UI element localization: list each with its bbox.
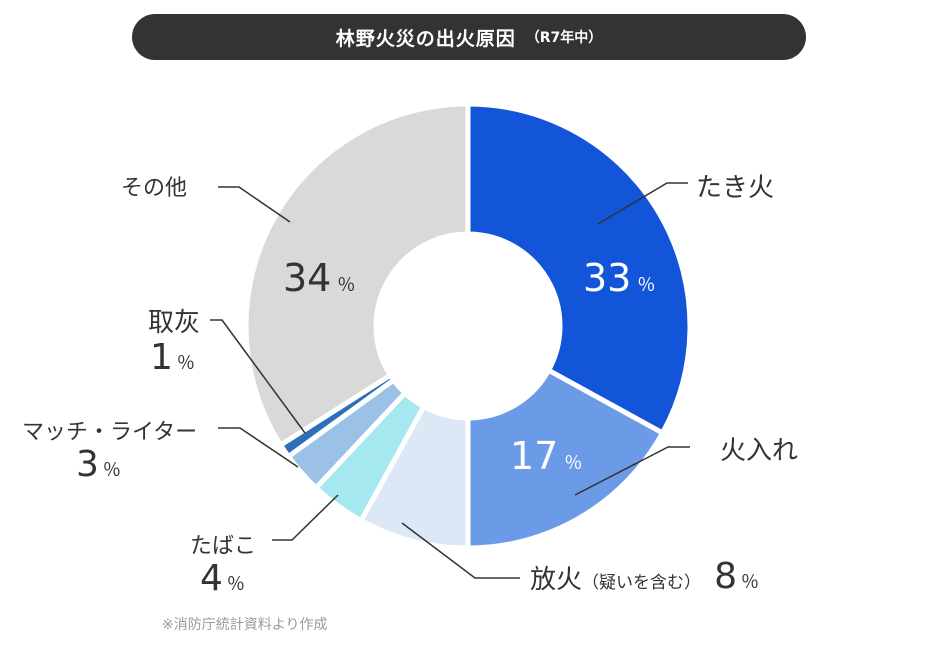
- tabako-unit: ％: [226, 574, 245, 595]
- chart-subtitle: （R7年中）: [525, 30, 603, 46]
- pie-slice-1: [465, 367, 666, 551]
- takibi-name: たき火: [696, 173, 775, 203]
- leader-line-sonota: [218, 186, 291, 223]
- leader-line-hiire: [574, 446, 690, 496]
- takibi-value: 33: [583, 256, 632, 300]
- match-unit: ％: [102, 460, 121, 481]
- pie-slice-0: [465, 101, 693, 436]
- leader-line-haii: [210, 319, 306, 434]
- title-bar: 林野火災の出火原因 （R7年中）: [132, 14, 806, 60]
- leader-line-houka: [401, 522, 520, 579]
- hiire-name: 火入れ: [720, 436, 799, 466]
- houka-label: 放火（疑いを含む） 8 ％: [530, 556, 759, 597]
- sonota-unit: ％: [337, 275, 356, 296]
- houka-name: 放火: [530, 565, 583, 595]
- haii-unit: ％: [176, 353, 195, 374]
- leader-line-tabako: [272, 494, 339, 541]
- leader-line-takibi: [597, 182, 688, 225]
- sonota-label: その他: [121, 170, 187, 202]
- takibi-inner-value: 33 ％: [583, 256, 655, 300]
- hiire-label: 火入れ: [720, 430, 798, 467]
- sonota-value: 34: [283, 256, 332, 300]
- sonota-name: その他: [121, 176, 188, 201]
- houka-value: 8: [714, 556, 738, 597]
- leader-line-match: [218, 427, 299, 468]
- takibi-unit: ％: [637, 275, 656, 296]
- houka-unit: ％: [741, 572, 760, 593]
- match-name: マッチ・ライター: [22, 420, 198, 445]
- source-note: ※消防庁統計資料より作成: [162, 617, 328, 633]
- tabako-name: たばこ: [190, 534, 257, 559]
- haii-label: 取灰 1 ％: [148, 302, 200, 378]
- hiire-inner-value: 17 ％: [510, 434, 582, 478]
- takibi-label: たき火: [696, 167, 774, 204]
- hiire-value: 17: [510, 434, 559, 478]
- tabako-value: 4: [200, 558, 223, 599]
- tabako-label: たばこ 4 ％: [190, 528, 256, 599]
- chart-title: 林野火災の出火原因: [335, 27, 516, 50]
- haii-name: 取灰: [148, 308, 201, 338]
- haii-value: 1: [150, 337, 173, 378]
- match-label: マッチ・ライター 3 ％: [22, 414, 197, 485]
- houka-note: （疑いを含む）: [582, 573, 702, 593]
- sonota-inner-value: 34 ％: [283, 256, 355, 300]
- pie-slice-6: [243, 101, 471, 448]
- hiire-unit: ％: [564, 453, 583, 474]
- match-value: 3: [76, 444, 99, 485]
